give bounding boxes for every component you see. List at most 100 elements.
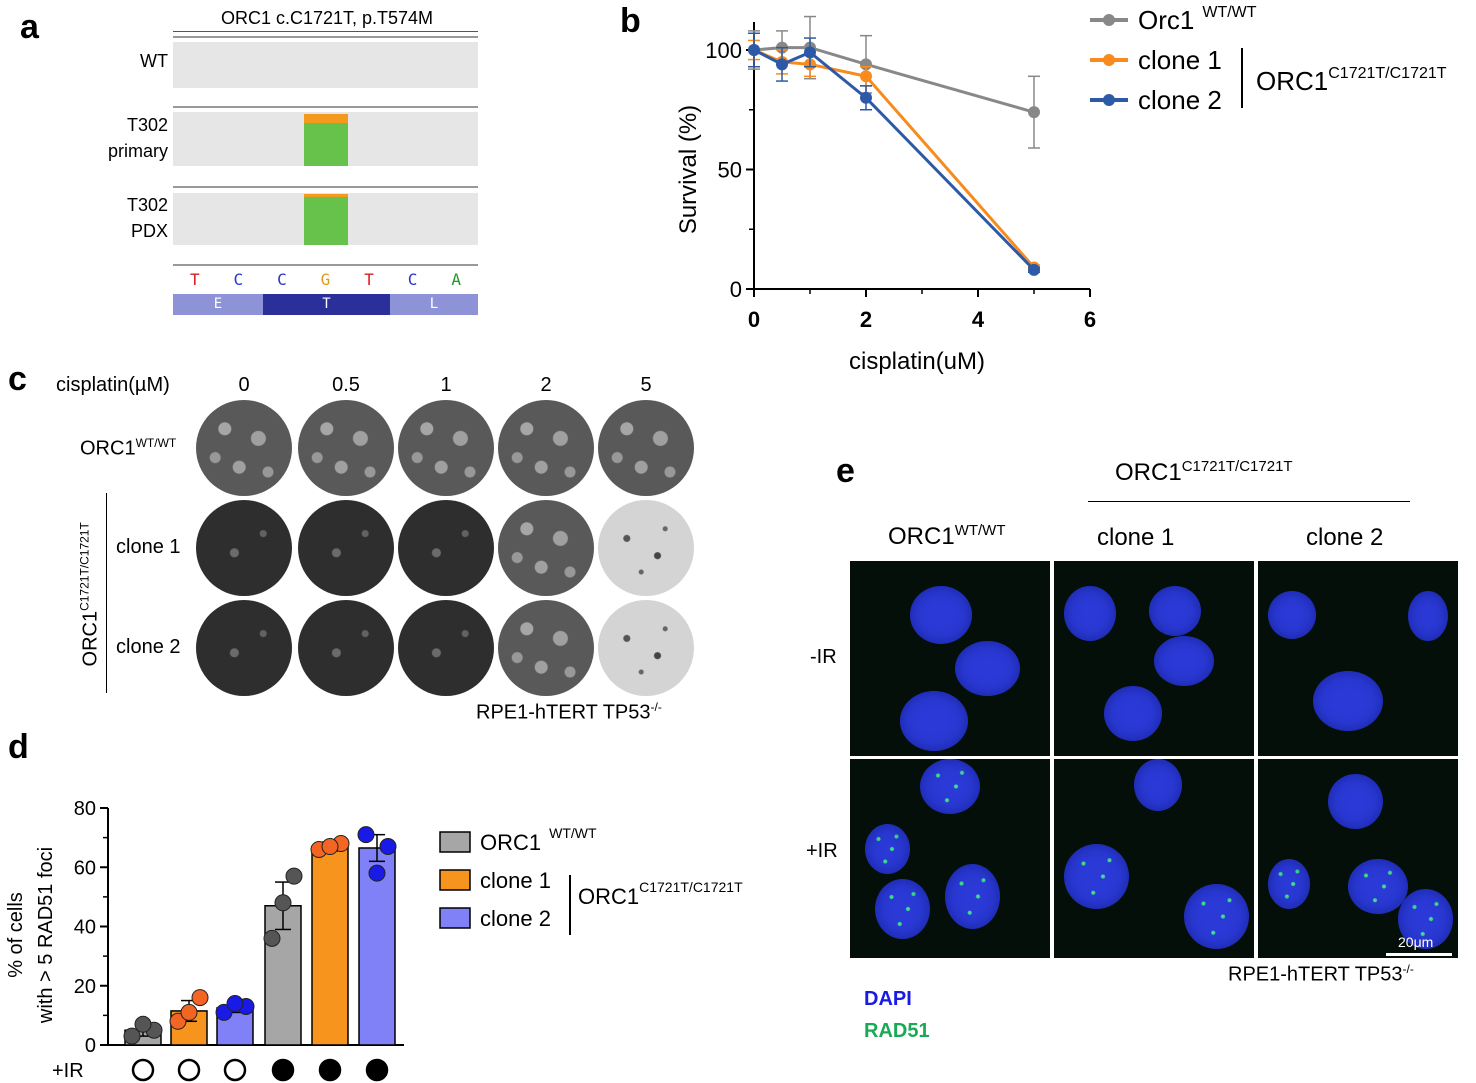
bar-0-point-2 [134, 1015, 152, 1033]
bar-5-point-0 [357, 826, 375, 844]
track-pdx-variant-green [304, 197, 348, 245]
mutant-row-label-text: ORC1 [79, 610, 102, 667]
e-row-minus-ir: -IR [810, 646, 837, 668]
micrograph-r0-c0 [850, 561, 1050, 756]
colony-dish-r0-c0 [196, 400, 292, 496]
nucleus-r0-c0-1 [955, 641, 1020, 696]
legend-swatch-2 [439, 907, 471, 929]
legend-marker-2 [1103, 94, 1115, 106]
base-5: C [407, 270, 418, 289]
base-0: T [189, 270, 200, 289]
bar-1-point-2 [180, 1003, 198, 1021]
panel-e-cell-line-sup: -/- [1402, 962, 1414, 976]
track-primary-variant-orange [304, 114, 348, 123]
colony-dish-r1-c2 [398, 500, 494, 596]
wt-row-label-text: ORC1 [80, 437, 136, 460]
sequence-separator [173, 264, 478, 266]
y-tick-label-1: 50 [718, 158, 742, 183]
colony-dish-r1-c3 [498, 500, 594, 596]
y-axis-label-line-0: % of cells [5, 892, 27, 978]
bar-2-point-0 [215, 1003, 233, 1021]
legend-label-2: clone 2 [480, 906, 551, 931]
ir-marker-2 [223, 1058, 247, 1082]
nucleus-r1-c1-1 [1064, 844, 1129, 909]
series-0-point-4 [1028, 106, 1040, 119]
legend-bracket-sup: C1721T/C1721T [1328, 65, 1447, 82]
aa-l: L [390, 294, 478, 315]
panel-b-letter: b [620, 2, 641, 40]
y-tick-label-4: 80 [74, 798, 96, 820]
cisplatin-header: cisplatin(µM) [56, 374, 170, 396]
legend-marker-1 [1103, 54, 1115, 66]
ir-row-label: +IR [52, 1060, 84, 1082]
x-tick-label-2: 4 [972, 307, 985, 332]
track-label-primary: T302 primary [60, 112, 168, 164]
colony-dish-r2-c0 [196, 600, 292, 696]
micrograph-r1-c2 [1258, 759, 1458, 958]
base-3: G [320, 270, 331, 289]
track-pdx-separator [173, 186, 478, 188]
clone2-row-label: clone 2 [116, 636, 181, 658]
nucleus-r1-c1-2 [1184, 884, 1249, 949]
x-tick-label-1: 2 [860, 307, 872, 332]
ir-marker-4 [318, 1058, 342, 1082]
wt-row-label-sup: WT/WT [135, 436, 177, 450]
legend-label-0: ORC1 WT/WT [480, 825, 597, 855]
concentration-label-0: 0 [238, 374, 250, 396]
bar-1-point-0 [169, 1012, 187, 1030]
colony-dish-r2-c2 [398, 600, 494, 696]
aa-t: T [263, 294, 390, 315]
nucleus-r0-c2-1 [1408, 591, 1448, 641]
nucleus-r1-c2-3 [1398, 889, 1453, 949]
nucleus-r0-c1-2 [1154, 636, 1214, 686]
bar-5-point-2 [368, 864, 386, 882]
nucleus-r0-c2-0 [1268, 591, 1316, 639]
nucleus-r1-c2-0 [1328, 774, 1383, 829]
bar-0-point-0 [123, 1027, 141, 1045]
nucleus-r0-c2-2 [1313, 671, 1383, 731]
micrograph-r1-c0 [850, 759, 1050, 958]
legend-sup-0: WT/WT [549, 825, 597, 841]
bar-4-point-2 [321, 838, 339, 856]
colony-dish-r1-c4 [598, 500, 694, 596]
legend-bracket-label: ORC1C1721T/C1721T [578, 879, 743, 909]
panel-a-letter: a [20, 8, 39, 46]
track-pdx-variant-bar [304, 194, 348, 245]
nucleus-r0-c1-1 [1149, 586, 1201, 636]
nucleus-r1-c0-2 [875, 879, 930, 939]
aa-e: E [173, 294, 263, 315]
nucleus-r1-c2-1 [1268, 859, 1310, 909]
nucleus-r0-c0-0 [910, 586, 972, 644]
panel-e-letter: e [836, 452, 855, 490]
colony-dish-r0-c4 [598, 400, 694, 496]
colony-dish-r0-c2 [398, 400, 494, 496]
nucleus-r1-c1-0 [1134, 759, 1182, 811]
mutant-bracket-line [106, 493, 107, 693]
ir-marker-0 [131, 1058, 155, 1082]
wt-row-label: ORC1WT/WT [80, 436, 176, 461]
nucleus-r1-c2-2 [1348, 859, 1408, 914]
track-label-wt: WT [60, 50, 168, 72]
track-label-pdx-line1: T302 [126, 195, 168, 215]
legend-swatch-1 [439, 869, 471, 891]
legend-label-0: Orc1 WT/WT [1138, 4, 1257, 35]
nucleus-r0-c0-2 [900, 691, 968, 751]
track-primary-variant-green [304, 123, 348, 166]
track-label-pdx-line2: PDX [130, 221, 168, 241]
colony-dish-r0-c3 [498, 400, 594, 496]
series-2-point-3 [860, 91, 872, 104]
track-label-pdx: T302 PDX [60, 192, 168, 244]
e-mutant-header-sup: C1721T/C1721T [1181, 458, 1293, 475]
colony-dish-r0-c1 [298, 400, 394, 496]
series-2-point-0 [748, 44, 760, 56]
micrograph-r1-c1 [1054, 759, 1254, 958]
legend-rad51: RAD51 [864, 1020, 930, 1042]
e-wt-header-text: ORC1 [888, 523, 955, 550]
track-wt-separator [173, 36, 478, 38]
track-primary-separator [173, 106, 478, 108]
panel-e-cell-line-text: RPE1-hTERT TP53 [1228, 963, 1403, 986]
concentration-label-3: 2 [540, 374, 552, 396]
survival-line-chart: 0 2 4 6 0 50 100 cisplatin(uM) Survival (%) Orc1 W… [675, 4, 1447, 375]
colony-dish-r2-c3 [498, 600, 594, 696]
nucleus-r0-c1-0 [1064, 586, 1116, 641]
